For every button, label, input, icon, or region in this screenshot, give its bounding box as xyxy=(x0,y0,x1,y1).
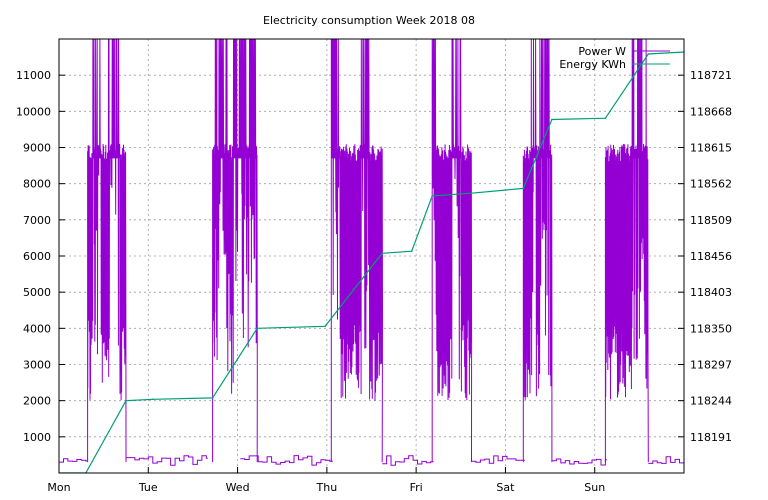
power-active-block xyxy=(212,39,258,463)
power-baseline-segment xyxy=(471,455,525,464)
x-tick-label: Sat xyxy=(496,481,515,494)
y2-tick-label: 118562 xyxy=(690,178,732,191)
energy-point xyxy=(211,397,214,399)
x-tick-label: Wed xyxy=(226,481,250,494)
y2-tick-label: 118350 xyxy=(690,322,732,335)
y2-tick-label: 118721 xyxy=(690,69,732,82)
power-baseline-segment xyxy=(648,456,684,464)
power-active-block xyxy=(522,39,553,463)
y2-tick-label: 118297 xyxy=(690,359,732,372)
y-tick-label: 7000 xyxy=(23,214,51,227)
y-tick-label: 10000 xyxy=(16,105,51,118)
x-tick-label: Fri xyxy=(410,481,423,494)
y-tick-label: 9000 xyxy=(23,142,51,155)
y2-tick-label: 118403 xyxy=(690,286,732,299)
y2-tick-label: 118456 xyxy=(690,250,732,263)
energy-point xyxy=(125,399,127,402)
axis-layer: 1000 2000 3000 4000 5000 6000 7000 8000 9000 1000… xyxy=(16,69,732,494)
legend-label-power: Power W xyxy=(578,45,626,58)
energy-point xyxy=(410,250,413,252)
grid-layer xyxy=(59,39,684,473)
power-active-block xyxy=(87,39,127,463)
power-baseline-segment xyxy=(240,455,333,466)
energy-point xyxy=(470,192,473,194)
y-tick-label: 5000 xyxy=(23,286,51,299)
energy-point xyxy=(324,325,326,328)
y-tick-label: 4000 xyxy=(23,322,51,335)
energy-point xyxy=(647,53,650,55)
y2-tick-label: 118615 xyxy=(690,142,732,155)
y-tick-label: 2000 xyxy=(23,395,51,408)
power-series xyxy=(59,39,684,466)
power-baseline-segment xyxy=(551,458,607,466)
x-tick-label: Thu xyxy=(316,481,338,494)
power-active-block xyxy=(431,39,473,463)
energy-line xyxy=(59,51,684,473)
y2-tick-label: 118191 xyxy=(690,431,732,444)
x-tick-label: Sun xyxy=(584,481,605,494)
energy-point xyxy=(381,252,384,255)
chart-title: Electricity consumption Week 2018 08 xyxy=(263,14,475,27)
power-baseline-segment xyxy=(59,458,88,463)
y-tick-label: 3000 xyxy=(23,359,51,372)
y2-tick-label: 118668 xyxy=(690,105,732,118)
y-tick-label: 11000 xyxy=(16,69,51,82)
energy-point xyxy=(522,187,525,190)
energy-point xyxy=(431,195,434,197)
energy-point xyxy=(152,398,154,401)
legend-label-energy: Energy KWh xyxy=(559,58,626,71)
energy-point xyxy=(256,327,259,330)
power-active-block xyxy=(330,39,384,463)
power-baseline-segment xyxy=(126,455,208,466)
x-tick-label: Mon xyxy=(47,481,70,494)
energy-point xyxy=(551,118,553,121)
legend: Power W Energy KWh xyxy=(559,45,670,71)
y-tick-label: 8000 xyxy=(23,178,51,191)
power-baseline-segment xyxy=(382,455,434,466)
energy-point xyxy=(604,117,607,119)
power-active-block xyxy=(604,39,649,463)
y2-tick-label: 118509 xyxy=(690,214,732,227)
y2-tick-label: 118244 xyxy=(690,395,732,408)
y-tick-label: 6000 xyxy=(23,250,51,263)
x-tick-label: Tue xyxy=(138,481,158,494)
y-tick-label: 1000 xyxy=(23,431,51,444)
